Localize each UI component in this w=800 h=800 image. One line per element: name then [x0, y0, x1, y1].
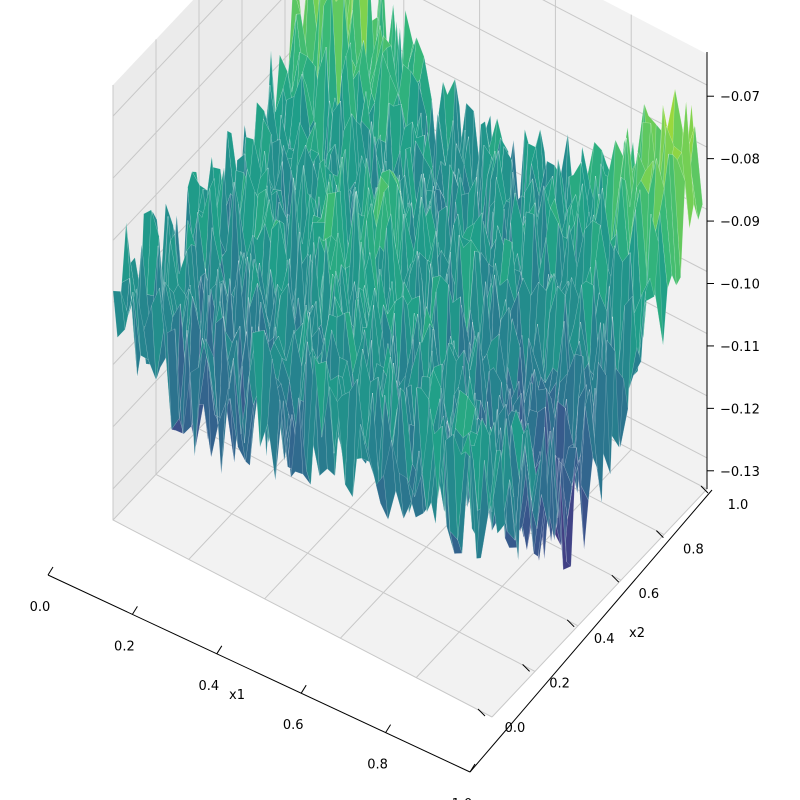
surface-patch: [584, 389, 598, 469]
x-tick-label: 0.4: [198, 679, 219, 694]
y-tick: [522, 664, 530, 672]
y-grid-line: [155, 39, 536, 672]
z-axis-ticks: −0.13 −0.12 −0.11 −0.10 −0.09 −0.08 −0.07: [707, 90, 760, 480]
surface-patch: [690, 125, 703, 221]
x-tick-label: 1.0: [452, 797, 473, 800]
x-tick-label: 0.8: [367, 758, 388, 773]
z-grid-line: [112, 0, 708, 117]
y-axis-label: x2: [629, 626, 645, 641]
surface-patch: [501, 418, 515, 529]
surface-patch: [668, 153, 681, 287]
surface-patch: [484, 450, 497, 513]
surface-patch: [672, 154, 686, 278]
axis-lines: [47, 52, 713, 773]
x-tick: [131, 606, 138, 615]
z-tick-label: −0.13: [720, 465, 760, 480]
y-tick: [656, 530, 664, 538]
y-tick-label: 0.8: [683, 543, 704, 558]
z-tick-label: −0.11: [720, 340, 760, 355]
y-tick: [477, 708, 486, 717]
x-axis-ticks: 0.0 0.2 0.4 0.6 0.8 1.0: [30, 566, 476, 800]
surface-patch: [663, 153, 677, 286]
y-tick-label: 0.0: [505, 721, 526, 736]
surface-patch: [562, 467, 576, 571]
x-axis-line: [47, 574, 471, 773]
x-axis-label: x1: [229, 688, 245, 703]
x-tick-label: 0.6: [283, 718, 304, 733]
surface-patch: [532, 426, 545, 529]
x-tick: [385, 724, 392, 733]
surface-patch: [536, 426, 550, 530]
surface-patch: [331, 0, 344, 140]
y-grid-line: [112, 85, 493, 718]
surface-patch: [567, 459, 580, 520]
y-tick-label: 0.4: [594, 632, 615, 647]
z-tick-label: −0.10: [720, 278, 760, 293]
z-tick-label: −0.12: [720, 402, 760, 417]
y-tick-label: 0.6: [638, 587, 659, 602]
y-tick-label: 0.2: [549, 676, 570, 691]
x-tick: [300, 684, 307, 694]
z-tick-label: −0.07: [720, 90, 760, 105]
z-grid-line: [112, 0, 708, 179]
x-tick: [47, 566, 54, 576]
y-tick: [700, 485, 709, 494]
x-tick: [469, 763, 476, 773]
surface-patch: [677, 151, 690, 230]
surface-patch: [580, 406, 594, 502]
surface-patch: [659, 188, 673, 289]
surface-patch: [628, 347, 642, 389]
y-tick-label: 1.0: [728, 498, 749, 513]
y-axis-ticks: 0.0 0.2 0.4 0.6 0.8 1.0: [477, 485, 749, 736]
x-tick-label: 0.2: [114, 639, 135, 654]
z-tick-label: −0.09: [720, 215, 760, 230]
x-tick-label: 0.0: [30, 600, 51, 615]
y-axis-line: [469, 489, 713, 773]
surface-plot: [112, 0, 708, 571]
y-tick: [566, 619, 575, 628]
x-tick: [216, 645, 223, 655]
y-tick: [611, 574, 620, 583]
z-tick-label: −0.08: [720, 153, 760, 168]
